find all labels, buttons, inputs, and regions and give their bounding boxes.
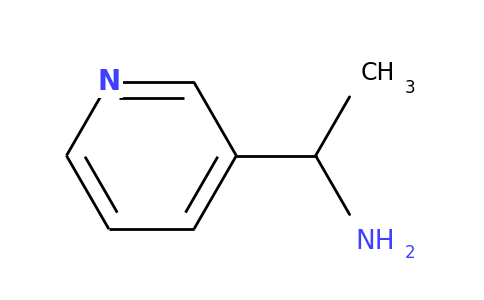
Text: 2: 2 [405, 244, 415, 262]
Text: CH: CH [361, 61, 395, 85]
Text: N: N [97, 68, 121, 96]
Text: NH: NH [355, 229, 395, 255]
Text: 3: 3 [405, 79, 415, 97]
